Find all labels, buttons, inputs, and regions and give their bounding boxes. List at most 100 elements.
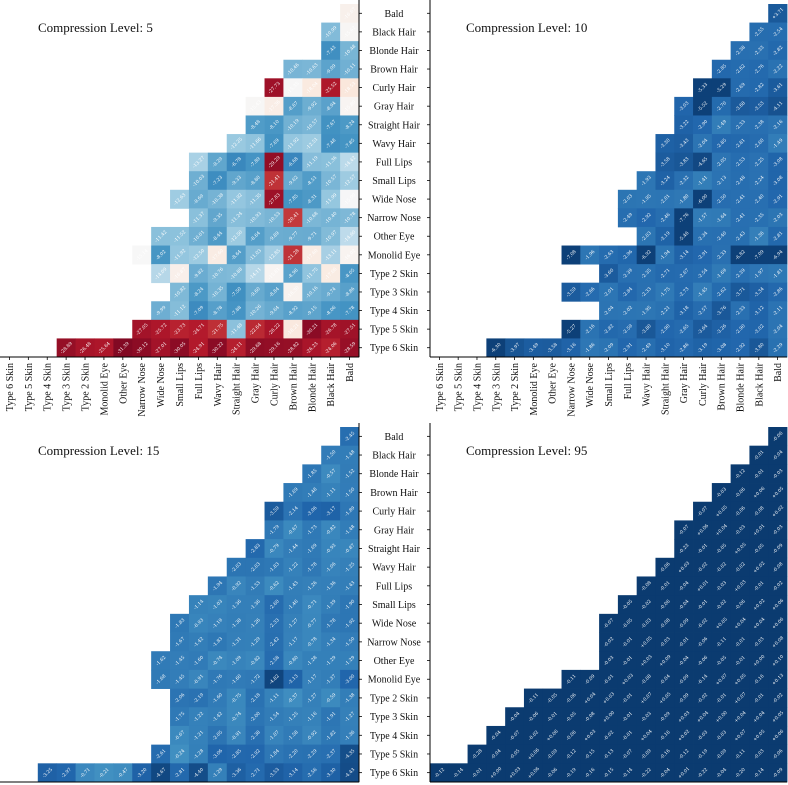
heatmap-cell <box>693 520 713 540</box>
heatmap-cell <box>730 226 750 246</box>
heatmap-cell <box>749 445 769 465</box>
heatmap-cell <box>749 520 769 540</box>
heatmap-cell <box>693 245 713 265</box>
heatmap-cell <box>580 763 600 783</box>
heatmap-cell <box>340 319 360 339</box>
heatmap-cell <box>749 763 769 783</box>
heatmap-cell <box>340 245 360 265</box>
heatmap-cell <box>264 189 284 209</box>
column-label: Bald <box>773 363 784 382</box>
heatmap-cell <box>113 338 133 358</box>
heatmap-cell <box>340 189 360 209</box>
heatmap-cell <box>749 613 769 633</box>
heatmap-cell <box>321 152 341 172</box>
heatmap-panel-1: -16.67-10.99 -15.62-7.43 -10.48-10.46 -10.6… <box>0 0 421 417</box>
heatmap-cell <box>207 669 228 689</box>
heatmap-cell <box>264 282 284 302</box>
heatmap-cell <box>580 282 600 302</box>
heatmap-cell <box>711 245 732 265</box>
heatmap-cell <box>636 189 656 209</box>
heatmap-cell <box>730 115 750 135</box>
heatmap-cell <box>749 669 769 689</box>
heatmap-cell <box>561 245 581 265</box>
heatmap-cell <box>340 576 360 596</box>
heatmap-cell <box>170 688 190 708</box>
heatmap-cell <box>75 338 95 358</box>
heatmap-cell <box>226 688 247 708</box>
heatmap-cell <box>636 301 656 321</box>
heatmap-cell <box>226 245 247 265</box>
heatmap-cell <box>711 226 732 246</box>
heatmap-cell <box>655 282 675 302</box>
heatmap-cell <box>768 115 788 135</box>
heatmap-cell <box>188 208 209 228</box>
heatmap-cell <box>674 245 694 265</box>
heatmap-cell <box>580 669 600 689</box>
heatmap-cell <box>636 744 656 764</box>
heatmap-panel-4: -0.06-0.01 -0.04-0.12 -0.01 -0.03-0.03 -0.06… <box>427 423 788 783</box>
heatmap-cell <box>188 725 209 746</box>
column-label: Brown Hair <box>717 362 728 410</box>
heatmap-cell <box>693 576 713 596</box>
heatmap-cell <box>599 319 619 339</box>
heatmap-cell <box>321 189 341 209</box>
heatmap-cell <box>170 707 190 727</box>
heatmap-cell <box>768 319 788 339</box>
heatmap-cell <box>170 651 190 671</box>
column-label: Type 6 Skin <box>5 363 16 411</box>
row-label: Type 5 Skin <box>370 325 418 336</box>
heatmap-cell <box>226 301 247 321</box>
row-label: Type 4 Skin <box>370 731 418 742</box>
heatmap-cell <box>245 539 265 559</box>
heatmap-cell <box>693 651 713 671</box>
heatmap-cell <box>170 338 190 358</box>
heatmap-cell <box>302 632 322 652</box>
heatmap-cell <box>674 707 694 727</box>
heatmap-cell <box>302 189 322 209</box>
heatmap-cell <box>207 338 228 358</box>
heatmap-cell <box>711 208 732 228</box>
panel-title: Compression Level: 10 <box>466 20 587 35</box>
heatmap-cell <box>674 171 694 191</box>
heatmap-cell <box>264 613 284 633</box>
heatmap-cell <box>617 301 638 321</box>
heatmap-cell <box>321 483 341 503</box>
heatmap-cell <box>561 725 581 746</box>
heatmap-cell <box>711 707 732 727</box>
heatmap-cell <box>693 301 713 321</box>
heatmap-cell <box>693 189 713 209</box>
heatmap-cell <box>321 464 341 484</box>
heatmap-cell <box>711 282 732 302</box>
heatmap-cell <box>321 501 341 521</box>
heatmap-cell <box>188 226 209 246</box>
heatmap-cell <box>599 632 619 652</box>
heatmap-cell <box>730 301 750 321</box>
heatmap-cell <box>768 171 788 191</box>
row-label: Gray Hair <box>374 525 415 536</box>
heatmap-cell <box>321 338 341 358</box>
heatmap-cell <box>207 576 228 596</box>
heatmap-cell <box>207 245 228 265</box>
heatmap-cell <box>340 208 360 228</box>
heatmap-cell <box>170 245 190 265</box>
heatmap-cell <box>749 115 769 135</box>
heatmap-cell <box>321 226 341 246</box>
heatmap-cell <box>617 282 638 302</box>
heatmap-cell <box>768 427 788 447</box>
heatmap-cell <box>321 78 341 98</box>
heatmap-cell <box>302 595 322 615</box>
heatmap-cell <box>226 576 247 596</box>
heatmap-cell <box>486 763 506 783</box>
heatmap-cell <box>283 226 303 246</box>
heatmap-cell <box>302 520 322 540</box>
heatmap-cell <box>617 707 638 727</box>
column-label: Blonde Hair <box>307 362 318 412</box>
heatmap-cell <box>302 763 322 783</box>
heatmap-cell <box>768 576 788 596</box>
heatmap-cell <box>226 707 247 727</box>
row-label: Monolid Eye <box>368 250 421 261</box>
heatmap-cell <box>340 464 360 484</box>
heatmap-cell <box>321 576 341 596</box>
heatmap-cell <box>226 319 247 339</box>
column-label: Wide Nose <box>585 362 596 407</box>
